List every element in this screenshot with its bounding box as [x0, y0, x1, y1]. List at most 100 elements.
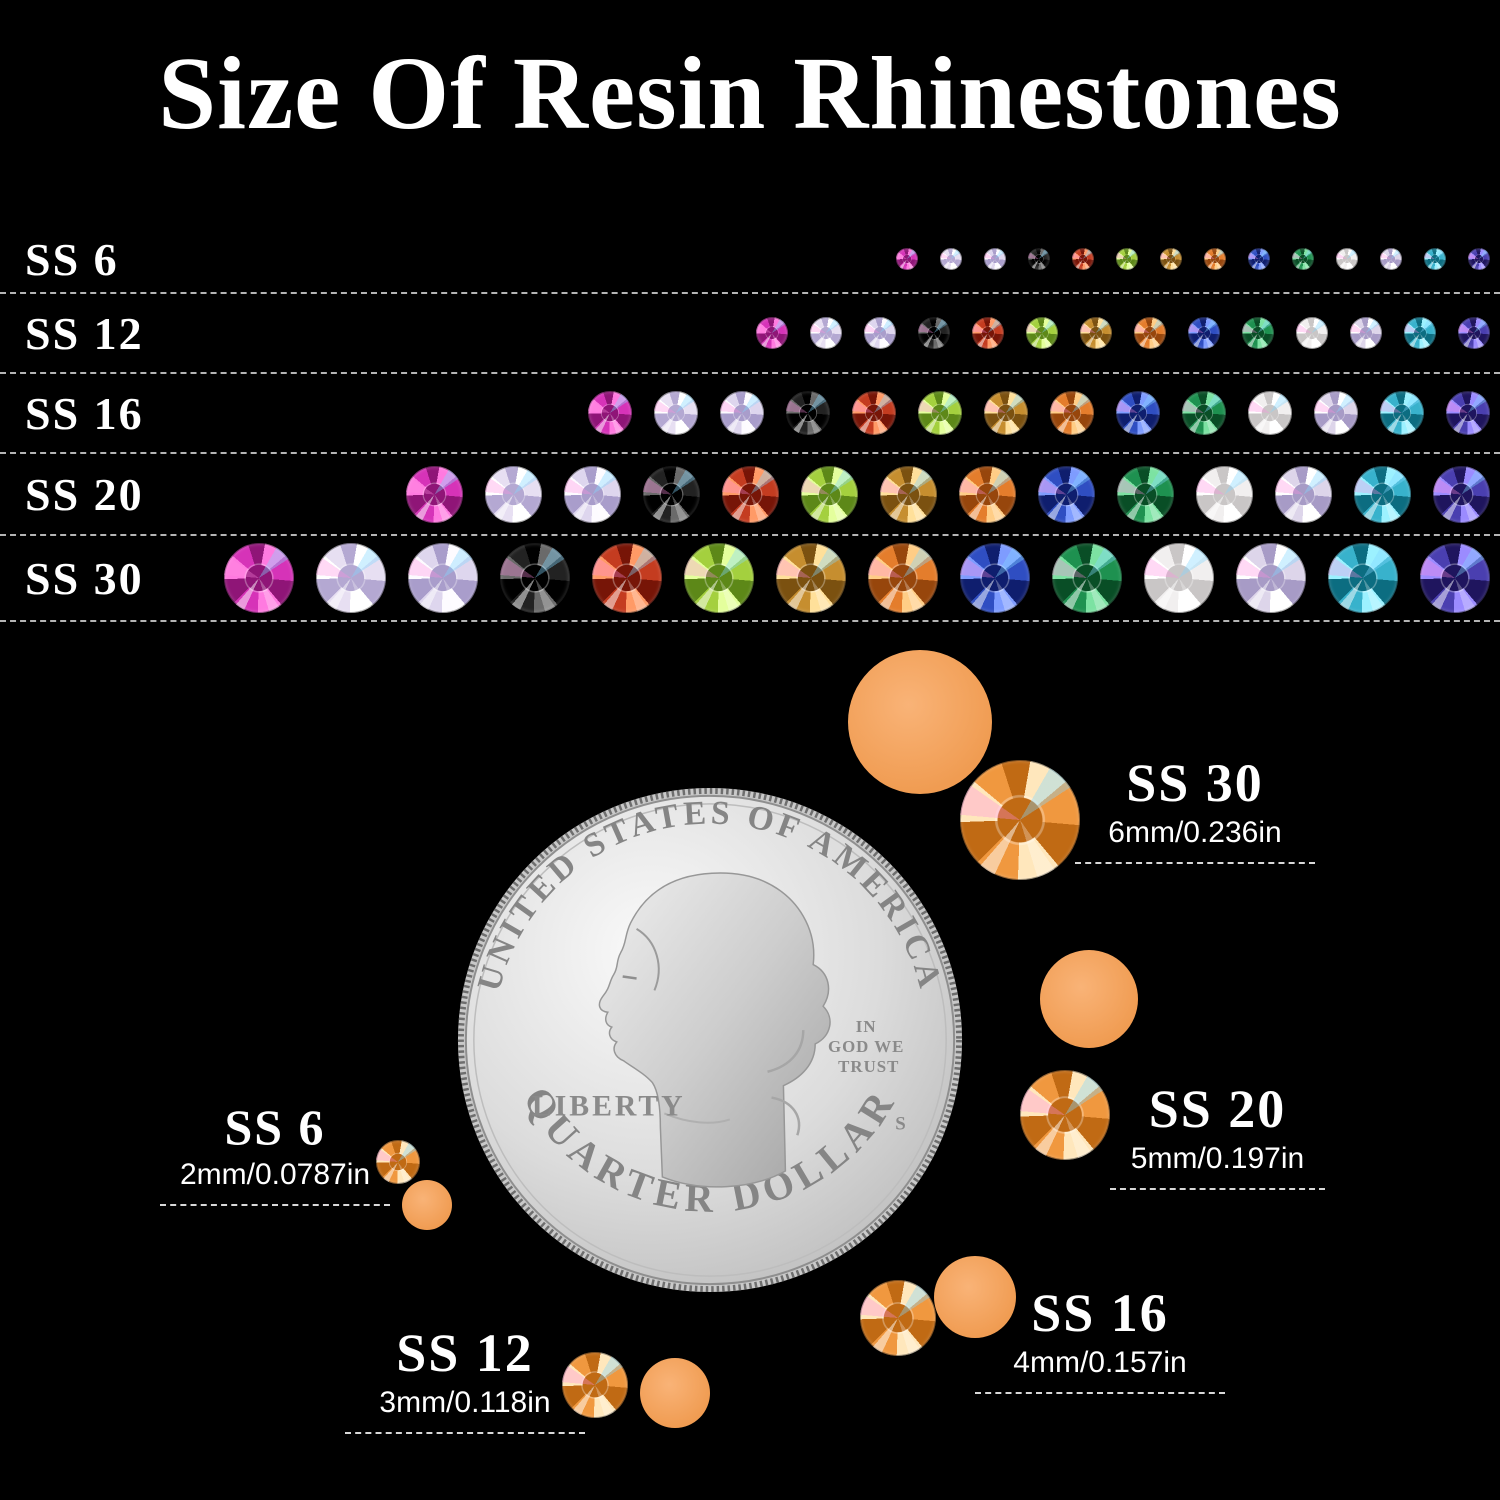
rhinestone-aqua-ab: [1354, 465, 1411, 523]
rhinestone-sapphire-ab: [1038, 465, 1095, 523]
callout-label: SS 16: [1031, 1283, 1169, 1343]
stone-strip: [588, 391, 1500, 435]
hair-detail-back: [767, 1030, 805, 1073]
dashed-underline: [1075, 862, 1315, 864]
rhinestone-topaz-ab: [1160, 248, 1182, 270]
rhinestone-tanzanite-ab: [1458, 317, 1490, 349]
rhinestone-tanzanite-ab: [1433, 465, 1490, 523]
rhinestone-topaz-ab: [1080, 317, 1112, 349]
rhinestone-aqua-ab: [1404, 317, 1436, 349]
rhinestone-jet-black: [500, 543, 570, 613]
callout-size: 3mm/0.118in: [379, 1386, 551, 1419]
coin-rim-ring: [473, 803, 947, 1277]
rhinestone-peridot-ab: [918, 391, 962, 435]
callout-size: 4mm/0.157in: [1013, 1346, 1187, 1379]
callout-size: 6mm/0.236in: [1108, 816, 1282, 849]
rhinestone-tanzanite-ab: [1420, 543, 1490, 613]
rhinestone-emerald-ab: [1182, 391, 1226, 435]
page-title: Size Of Resin Rhinestones: [158, 36, 1342, 151]
rhinestone-tanzanite-ab: [1446, 391, 1490, 435]
dashed-underline: [345, 1432, 585, 1434]
callout-text-ss16: SS 16 4mm/0.157in: [975, 1282, 1225, 1394]
orange-rhinestone-ss12: [562, 1352, 628, 1418]
quarter-coin-graphic: UNITED STATES OF AMERICA QUARTER DOLLAR …: [457, 787, 963, 1293]
rhinestone-crystal-ab: [316, 543, 386, 613]
size-row-ss12: SS 12: [0, 294, 1500, 374]
size-rows: SS 6 SS 12 SS 16 SS 20 SS 30: [0, 226, 1500, 622]
callout-text-ss20: SS 20 5mm/0.197in: [1110, 1078, 1325, 1190]
dashed-underline: [1110, 1188, 1325, 1190]
rhinestone-crystal-ab-2: [864, 317, 896, 349]
size-row-ss30: SS 30: [0, 536, 1500, 622]
neck-shadow: [663, 1112, 731, 1124]
coin-reeding: [457, 787, 963, 1293]
rhinestone-crystal-ab-3: [1275, 465, 1332, 523]
size-row-ss20: SS 20: [0, 454, 1500, 536]
rhinestone-peridot-ab: [801, 465, 858, 523]
callout-label: SS 12: [396, 1323, 534, 1383]
rhinestone-orange-ab: [1204, 248, 1226, 270]
coin-motto-text: IN GOD WE TRUST: [828, 1017, 910, 1076]
rhinestone-white-opal: [1296, 317, 1328, 349]
stone-strip: [756, 317, 1500, 349]
size-row-label: SS 12: [25, 307, 144, 359]
rhinestone-aqua-ab: [1328, 543, 1398, 613]
callout-label: SS 30: [1126, 753, 1264, 813]
rhinestone-peridot-ab: [1116, 248, 1138, 270]
stone-strip: [224, 543, 1500, 613]
dashed-underline: [160, 1204, 390, 1206]
rhinestone-crystal-ab-3: [1350, 317, 1382, 349]
callout-label: SS 20: [1148, 1079, 1287, 1139]
coin-motto-line-2: GOD WE: [828, 1037, 904, 1056]
rhinestone-orange-ab: [1050, 391, 1094, 435]
rhinestone-fuchsia-ab: [756, 317, 788, 349]
rhinestone-fuchsia-ab: [406, 465, 463, 523]
rhinestone-topaz-ab: [880, 465, 937, 523]
orange-dot-ss16: [934, 1256, 1016, 1338]
orange-dot-ss6: [402, 1180, 452, 1230]
coin-motto-line-1: IN: [856, 1017, 877, 1036]
coin-liberty-text: LIBERTY: [532, 1089, 686, 1122]
rhinestone-aqua-ab: [1424, 248, 1446, 270]
rhinestone-jet-black: [918, 317, 950, 349]
rhinestone-emerald-ab: [1292, 248, 1314, 270]
hair-detail-front: [636, 928, 660, 991]
stone-strip: [896, 248, 1500, 270]
rhinestone-sapphire-ab: [1248, 248, 1270, 270]
rhinestone-crystal-ab-3: [1236, 543, 1306, 613]
size-row-ss16: SS 16: [0, 374, 1500, 454]
rhinestone-sapphire-ab: [1116, 391, 1160, 435]
orange-dot-ss30: [848, 650, 992, 794]
rhinestone-fuchsia-ab: [224, 543, 294, 613]
callout-text-ss6: SS 6 2mm/0.0787in: [160, 1098, 390, 1206]
rhinestone-jet-black: [786, 391, 830, 435]
rhinestone-orange-ab: [959, 465, 1016, 523]
size-row-label: SS 6: [25, 233, 119, 285]
rhinestone-fuchsia-ab: [896, 248, 918, 270]
orange-rhinestone-ss16: [860, 1280, 936, 1356]
size-row-label: SS 16: [25, 387, 144, 439]
rhinestone-crystal-ab-2: [720, 391, 764, 435]
coin-motto-line-3: TRUST: [838, 1057, 899, 1076]
rhinestone-crystal-ab-3: [1380, 248, 1402, 270]
orange-rhinestone-ss6: [376, 1140, 420, 1184]
rhinestone-emerald-ab: [1052, 543, 1122, 613]
rhinestone-tanzanite-ab: [1468, 248, 1490, 270]
rhinestone-crystal-ab: [810, 317, 842, 349]
rhinestone-sapphire-ab: [960, 543, 1030, 613]
rhinestone-aqua-ab: [1380, 391, 1424, 435]
rhinestone-crystal-ab: [654, 391, 698, 435]
rhinestone-red-ab: [972, 317, 1004, 349]
callout-label: SS 6: [224, 1099, 326, 1155]
orange-rhinestone-ss30: [960, 760, 1080, 880]
rhinestone-white-opal: [1248, 391, 1292, 435]
rhinestone-red-ab: [722, 465, 779, 523]
rhinestone-red-ab: [1072, 248, 1094, 270]
rhinestone-topaz-ab: [776, 543, 846, 613]
rhinestone-orange-ab: [1134, 317, 1166, 349]
rhinestone-crystal-ab: [485, 465, 542, 523]
eye-line: [622, 975, 637, 980]
size-row-label: SS 20: [25, 468, 144, 520]
callout-text-ss30: SS 30 6mm/0.236in: [1075, 752, 1315, 864]
